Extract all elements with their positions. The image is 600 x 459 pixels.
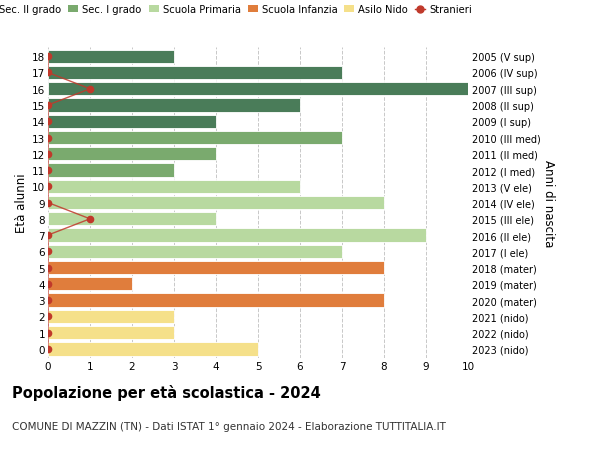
Bar — [48, 67, 342, 80]
Bar — [48, 245, 342, 258]
Bar — [48, 229, 426, 242]
Bar — [48, 164, 174, 177]
Bar — [48, 196, 384, 210]
Legend: Sec. II grado, Sec. I grado, Scuola Primaria, Scuola Infanzia, Asilo Nido, Stran: Sec. II grado, Sec. I grado, Scuola Prim… — [0, 5, 472, 15]
Bar — [48, 294, 384, 307]
Bar — [48, 50, 174, 64]
Bar — [48, 213, 216, 226]
Bar — [48, 132, 342, 145]
Y-axis label: Età alunni: Età alunni — [15, 174, 28, 233]
Text: Popolazione per età scolastica - 2024: Popolazione per età scolastica - 2024 — [12, 384, 321, 400]
Y-axis label: Anni di nascita: Anni di nascita — [542, 160, 555, 246]
Bar — [48, 99, 300, 112]
Bar — [48, 148, 216, 161]
Bar — [48, 261, 384, 274]
Bar — [48, 310, 174, 323]
Bar — [48, 180, 300, 194]
Text: COMUNE DI MAZZIN (TN) - Dati ISTAT 1° gennaio 2024 - Elaborazione TUTTITALIA.IT: COMUNE DI MAZZIN (TN) - Dati ISTAT 1° ge… — [12, 421, 446, 431]
Bar — [48, 115, 216, 129]
Bar — [48, 278, 132, 291]
Bar — [48, 342, 258, 356]
Bar — [48, 326, 174, 340]
Bar — [48, 83, 468, 96]
